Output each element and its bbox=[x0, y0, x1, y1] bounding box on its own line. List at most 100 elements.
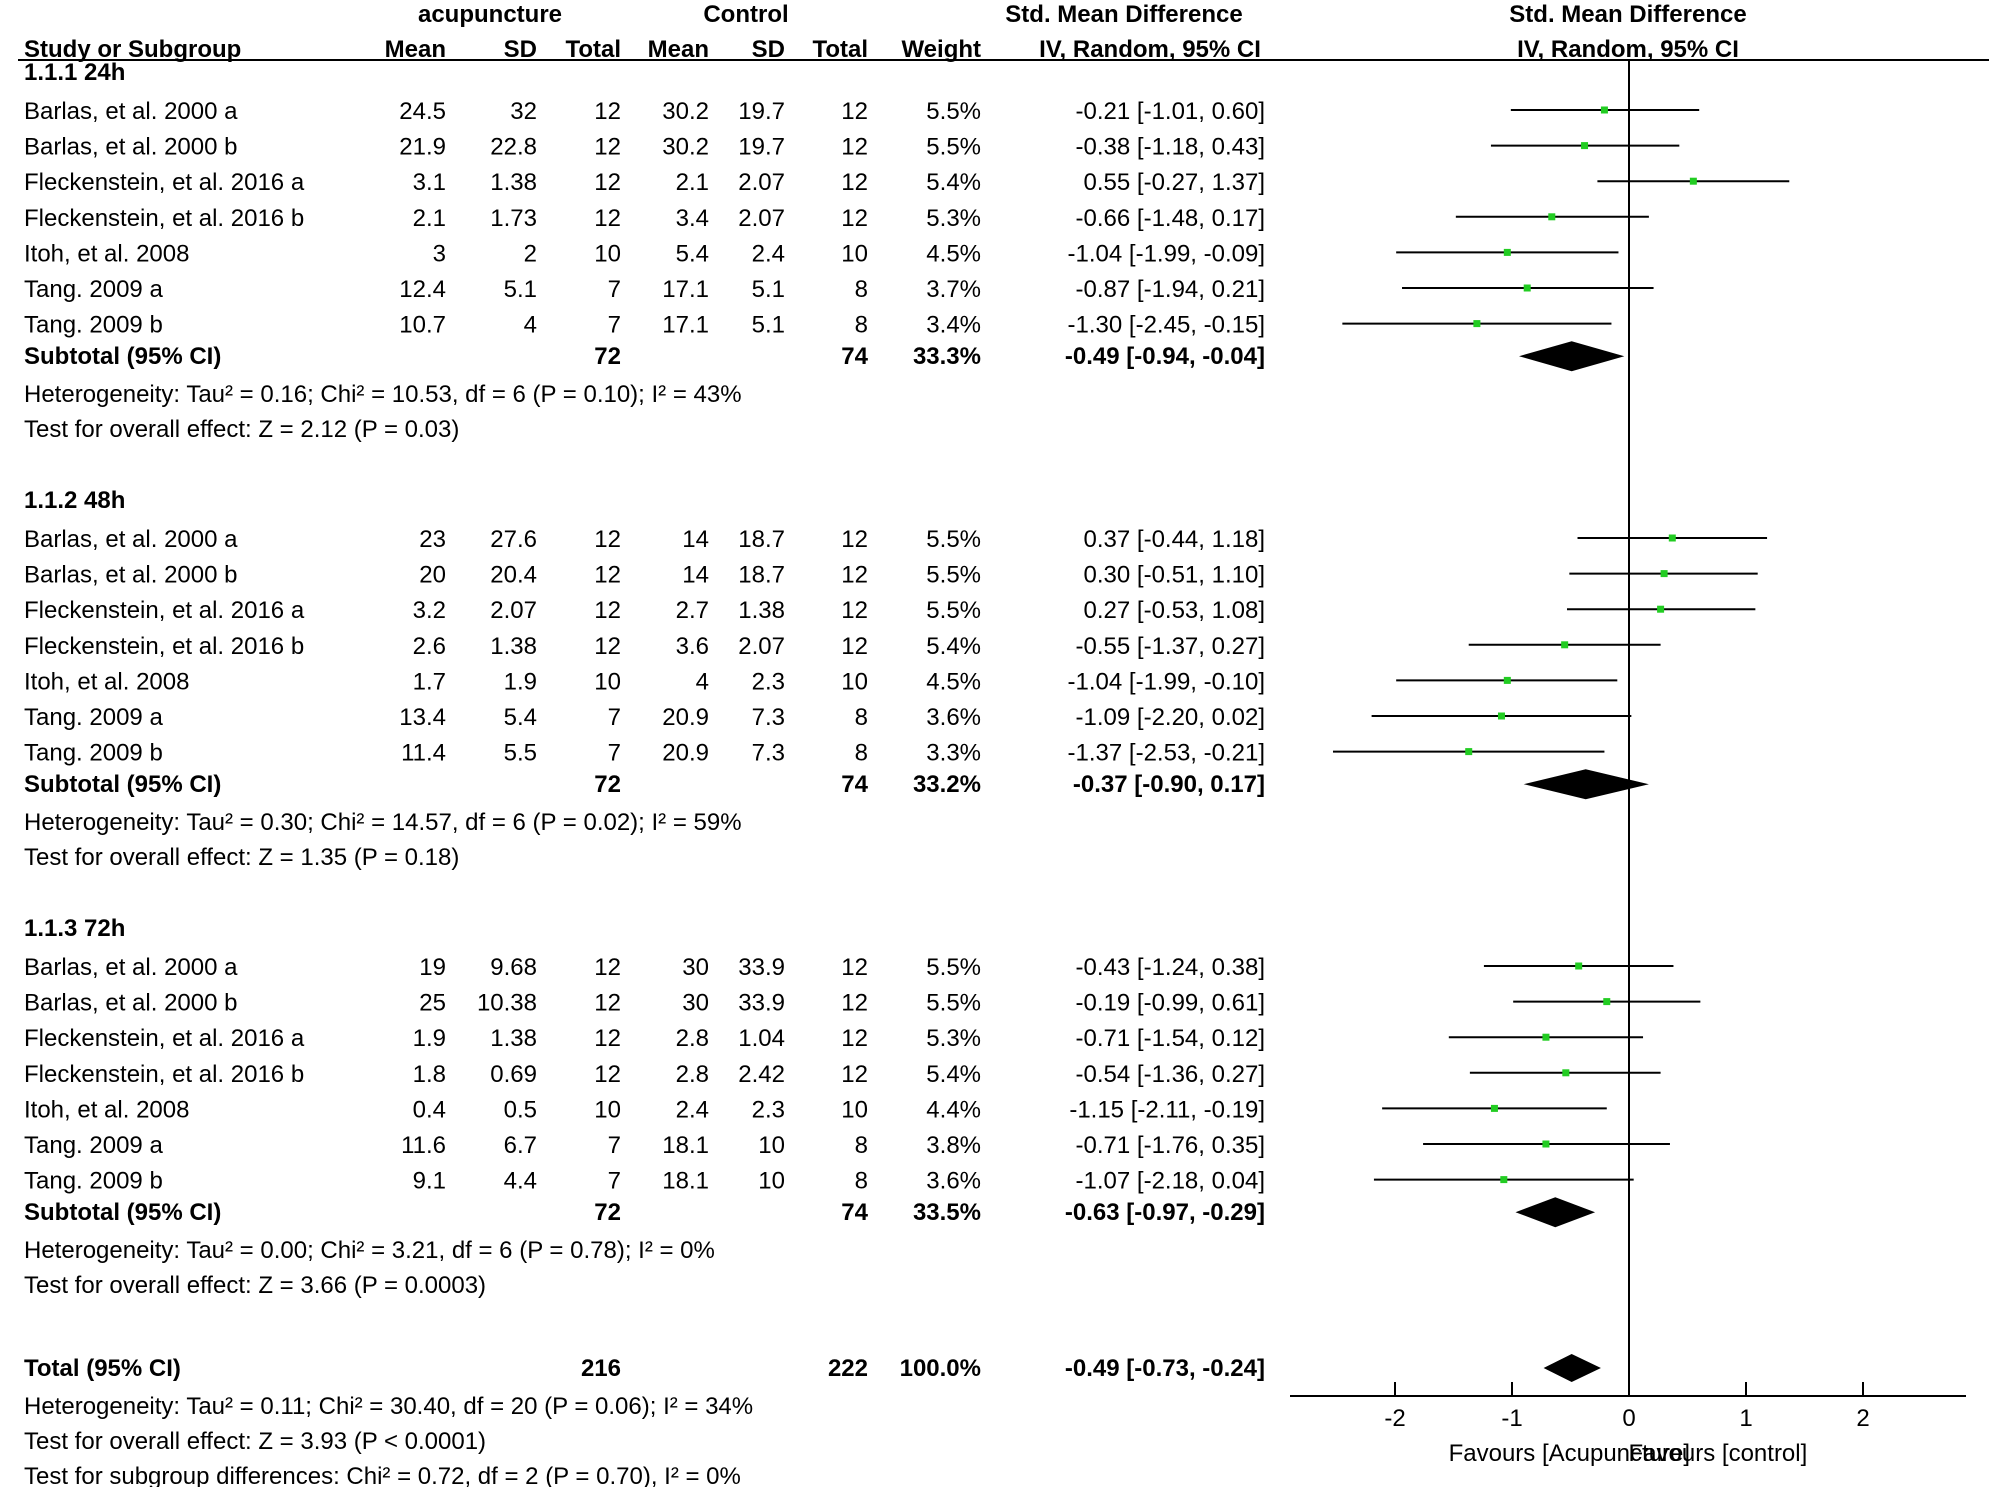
overall-effect-text: Test for overall effect: Z = 3.66 (P = 0… bbox=[24, 1272, 486, 1299]
cell-mean-control: 30.2 bbox=[662, 98, 709, 125]
cell-sd-acupuncture: 4 bbox=[524, 312, 537, 339]
subtotal-weight: 33.3% bbox=[913, 343, 981, 370]
cell-weight: 5.5% bbox=[926, 990, 981, 1017]
cell-mean-control: 5.4 bbox=[676, 240, 709, 267]
study-name: Itoh, et al. 2008 bbox=[24, 668, 189, 695]
cell-total-control: 10 bbox=[841, 668, 868, 695]
cell-sd-acupuncture: 27.6 bbox=[490, 526, 537, 553]
study-name: Fleckenstein, et al. 2016 b bbox=[24, 633, 304, 660]
subgroup-title: 1.1.3 72h bbox=[24, 915, 125, 942]
cell-sd-acupuncture: 5.1 bbox=[504, 276, 537, 303]
cell-sd-control: 2.42 bbox=[738, 1061, 785, 1088]
cell-mean-control: 2.4 bbox=[676, 1096, 709, 1123]
cell-sd-control: 33.9 bbox=[738, 954, 785, 981]
cell-sd-acupuncture: 5.5 bbox=[504, 740, 537, 767]
cell-sd-acupuncture: 0.69 bbox=[490, 1061, 537, 1088]
cell-total-acupuncture: 12 bbox=[594, 990, 621, 1017]
cell-total-control: 8 bbox=[855, 740, 868, 767]
cell-total-acupuncture: 7 bbox=[608, 276, 621, 303]
cell-sd-control: 7.3 bbox=[752, 740, 785, 767]
point-estimate bbox=[1603, 998, 1611, 1006]
cell-sd-acupuncture: 20.4 bbox=[490, 562, 537, 589]
cell-weight: 4.5% bbox=[926, 668, 981, 695]
cell-mean-control: 3.6 bbox=[676, 633, 709, 660]
header-study: Study or Subgroup bbox=[24, 36, 241, 63]
subtotal-smd-ci: -0.63 [-0.97, -0.29] bbox=[1065, 1199, 1265, 1226]
cell-sd-control: 5.1 bbox=[752, 276, 785, 303]
cell-weight: 5.3% bbox=[926, 205, 981, 232]
header-group1: acupuncture bbox=[418, 1, 562, 28]
cell-mean-control: 30.2 bbox=[662, 134, 709, 161]
study-name: Itoh, et al. 2008 bbox=[24, 240, 189, 267]
cell-mean-control: 20.9 bbox=[662, 740, 709, 767]
cell-total-acupuncture: 12 bbox=[594, 98, 621, 125]
study-name: Tang. 2009 a bbox=[24, 276, 163, 303]
cell-mean-control: 30 bbox=[682, 990, 709, 1017]
axis-tick-label: 1 bbox=[1739, 1405, 1752, 1432]
cell-smd-ci: -1.07 [-2.18, 0.04] bbox=[1076, 1168, 1265, 1195]
cell-total-acupuncture: 10 bbox=[594, 1096, 621, 1123]
cell-sd-acupuncture: 1.38 bbox=[490, 633, 537, 660]
subtotal-smd-ci: -0.49 [-0.94, -0.04] bbox=[1065, 343, 1265, 370]
cell-total-control: 12 bbox=[841, 169, 868, 196]
cell-weight: 3.6% bbox=[926, 1168, 981, 1195]
cell-total-control: 12 bbox=[841, 98, 868, 125]
cell-total-acupuncture: 7 bbox=[608, 704, 621, 731]
cell-weight: 5.5% bbox=[926, 526, 981, 553]
total-acupuncture: 216 bbox=[581, 1355, 621, 1382]
cell-smd-ci: -1.04 [-1.99, -0.09] bbox=[1068, 240, 1265, 267]
cell-total-acupuncture: 12 bbox=[594, 169, 621, 196]
subtotal-label: Subtotal (95% CI) bbox=[24, 1199, 221, 1226]
subtotal-total-control: 74 bbox=[841, 771, 868, 798]
cell-total-acupuncture: 12 bbox=[594, 1025, 621, 1052]
point-estimate bbox=[1473, 320, 1481, 328]
cell-sd-acupuncture: 1.38 bbox=[490, 169, 537, 196]
cell-smd-ci: -1.04 [-1.99, -0.10] bbox=[1068, 668, 1265, 695]
cell-weight: 5.5% bbox=[926, 562, 981, 589]
cell-sd-acupuncture: 2 bbox=[524, 240, 537, 267]
study-name: Barlas, et al. 2000 a bbox=[24, 98, 238, 125]
cell-smd-ci: 0.30 [-0.51, 1.10] bbox=[1084, 562, 1265, 589]
point-estimate bbox=[1561, 641, 1569, 649]
axis-tick-label: -1 bbox=[1501, 1405, 1522, 1432]
cell-weight: 4.4% bbox=[926, 1096, 981, 1123]
point-estimate bbox=[1465, 748, 1473, 756]
cell-total-control: 8 bbox=[855, 312, 868, 339]
cell-weight: 3.8% bbox=[926, 1132, 981, 1159]
cell-smd-ci: -1.09 [-2.20, 0.02] bbox=[1076, 704, 1265, 731]
header-smd-col: Std. Mean Difference bbox=[1005, 1, 1242, 28]
cell-weight: 5.5% bbox=[926, 597, 981, 624]
study-name: Tang. 2009 b bbox=[24, 1168, 163, 1195]
cell-weight: 3.7% bbox=[926, 276, 981, 303]
cell-total-acupuncture: 10 bbox=[594, 668, 621, 695]
cell-total-acupuncture: 12 bbox=[594, 526, 621, 553]
total-weight: 100.0% bbox=[900, 1355, 981, 1382]
header-total-2: Total bbox=[812, 36, 868, 63]
cell-total-control: 12 bbox=[841, 1025, 868, 1052]
study-name: Fleckenstein, et al. 2016 a bbox=[24, 597, 305, 624]
study-name: Tang. 2009 b bbox=[24, 740, 163, 767]
point-estimate bbox=[1542, 1140, 1550, 1148]
header-weight: Weight bbox=[901, 36, 981, 63]
cell-sd-acupuncture: 5.4 bbox=[504, 704, 537, 731]
cell-weight: 5.4% bbox=[926, 169, 981, 196]
cell-smd-ci: -0.55 [-1.37, 0.27] bbox=[1076, 633, 1265, 660]
cell-mean-acupuncture: 11.4 bbox=[401, 740, 446, 767]
cell-mean-control: 18.1 bbox=[662, 1168, 709, 1195]
overall-effect-text: Test for overall effect: Z = 2.12 (P = 0… bbox=[24, 416, 459, 443]
cell-sd-control: 18.7 bbox=[738, 526, 785, 553]
total-diamond bbox=[1543, 1354, 1601, 1382]
cell-mean-acupuncture: 2.1 bbox=[413, 205, 446, 232]
subtotal-weight: 33.2% bbox=[913, 771, 981, 798]
subtotal-total-control: 74 bbox=[841, 1199, 868, 1226]
overall-effect-text: Test for overall effect: Z = 1.35 (P = 0… bbox=[24, 844, 459, 871]
cell-smd-ci: -0.87 [-1.94, 0.21] bbox=[1076, 276, 1265, 303]
cell-sd-control: 2.4 bbox=[752, 240, 785, 267]
study-name: Barlas, et al. 2000 b bbox=[24, 990, 237, 1017]
total-control: 222 bbox=[828, 1355, 868, 1382]
cell-mean-control: 17.1 bbox=[662, 312, 709, 339]
study-name: Tang. 2009 a bbox=[24, 704, 163, 731]
study-name: Barlas, et al. 2000 b bbox=[24, 134, 237, 161]
header-total-1: Total bbox=[565, 36, 621, 63]
header-sd-2: SD bbox=[752, 36, 785, 63]
